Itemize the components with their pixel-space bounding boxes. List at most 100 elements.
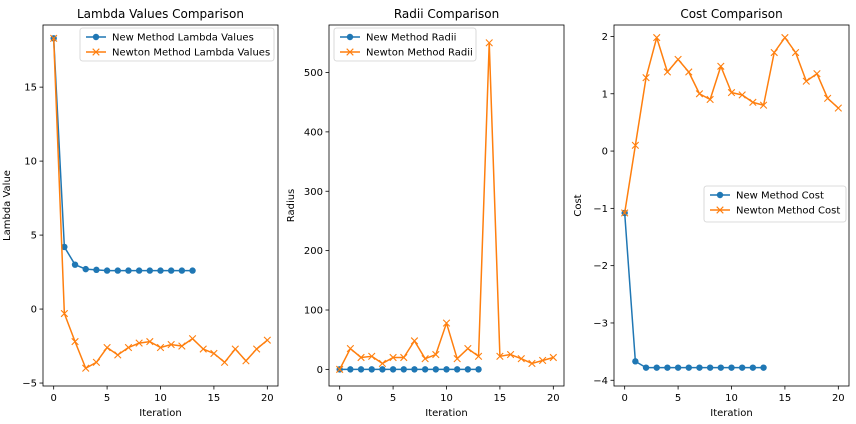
x-tick-label: 5 (390, 393, 396, 404)
data-point-new-method-radii (379, 366, 386, 373)
x-axis-label: Iteration (425, 408, 467, 419)
legend-label-newton-method-lambda-values: Newton Method Lambda Values (112, 48, 270, 59)
plot-area-frame (42, 24, 279, 387)
data-point-newton-method-radii (432, 350, 440, 359)
data-point-newton-method-radii (549, 353, 558, 362)
data-point-new-method-cost (706, 364, 714, 371)
y-tick-label: 5 (31, 231, 37, 242)
data-point-new-method-radii (368, 366, 375, 373)
legend-label-newton-method-cost: Newton Method Cost (736, 206, 840, 217)
x-tick-label: 15 (208, 393, 221, 404)
data-point-new-method-cost (642, 364, 650, 371)
chart-title: Lambda Values Comparison (77, 7, 244, 21)
data-point-newton-method-cost (706, 95, 714, 104)
y-tick-label: −3 (593, 318, 608, 329)
data-point-new-method-radii (453, 366, 461, 373)
data-point-new-method-cost (717, 364, 725, 371)
series-line-newton-method-lambda-values (52, 37, 269, 369)
data-point-new-method-lambda-values (135, 267, 143, 274)
legend: New Method Radii Newton Method Radii (333, 27, 477, 62)
series-line-new-method-cost (623, 212, 765, 369)
legend-marker-newton-method-cost (716, 206, 724, 214)
data-point-newton-method-lambda-values (49, 34, 58, 43)
data-point-newton-method-radii (474, 352, 483, 361)
y-axis-label: Radius (286, 189, 297, 223)
legend-frame (333, 27, 477, 62)
y-tick-label: 500 (304, 68, 323, 79)
y-tick-label: 400 (304, 127, 323, 138)
data-point-newton-method-cost (749, 98, 757, 107)
y-tick-label: 0 (602, 147, 608, 158)
data-point-newton-method-cost (791, 48, 800, 57)
data-point-new-method-radii (400, 366, 407, 373)
data-point-new-method-cost (664, 364, 671, 371)
data-point-newton-method-lambda-values (231, 345, 239, 353)
x-tick-label: 0 (336, 393, 342, 404)
plot-area-frame (328, 24, 565, 387)
data-point-newton-method-cost (663, 68, 672, 76)
data-point-newton-method-radii (357, 353, 365, 362)
data-point-newton-method-cost (642, 74, 650, 82)
legend-marker-new-method-radii (346, 33, 354, 41)
data-point-new-method-radii (443, 366, 450, 373)
data-point-newton-method-lambda-values (60, 309, 69, 318)
data-point-newton-method-cost (802, 77, 810, 85)
data-point-newton-method-radii (378, 359, 387, 368)
x-tick-label: 15 (779, 393, 792, 404)
data-point-new-method-cost (749, 364, 757, 371)
y-axis-label: Cost (573, 194, 584, 216)
data-point-new-method-cost (738, 364, 746, 371)
data-point-new-method-cost (696, 364, 703, 371)
data-point-new-method-cost (653, 364, 660, 371)
data-point-new-method-lambda-values (93, 266, 100, 274)
chart-title: Radii Comparison (394, 7, 499, 21)
series-line-newton-method-radii (338, 42, 555, 371)
data-point-newton-method-lambda-values (135, 339, 143, 347)
x-tick-label: 5 (104, 393, 110, 404)
data-point-new-method-radii (464, 366, 472, 373)
legend-label-newton-method-radii: Newton Method Radii (366, 48, 473, 59)
data-point-newton-method-lambda-values (114, 351, 122, 359)
data-point-newton-method-lambda-values (103, 343, 111, 352)
y-tick-label: 200 (304, 246, 323, 257)
y-tick-label: 2 (602, 32, 608, 43)
legend-label-new-method-radii: New Method Radii (366, 33, 456, 44)
data-point-newton-method-cost (653, 33, 661, 42)
data-point-newton-method-radii (464, 344, 472, 353)
data-point-new-method-radii (411, 366, 418, 373)
data-point-newton-method-radii (485, 39, 493, 47)
data-point-newton-method-lambda-values (178, 342, 186, 350)
data-point-new-method-radii (475, 366, 482, 373)
data-point-newton-method-cost (759, 101, 768, 109)
data-point-newton-method-lambda-values (156, 343, 165, 352)
x-tick-label: 15 (494, 393, 507, 404)
data-point-newton-method-radii (368, 352, 376, 361)
data-point-new-method-lambda-values (61, 243, 68, 251)
y-tick-label: 0 (317, 365, 323, 376)
data-point-newton-method-lambda-values (220, 358, 229, 367)
y-tick-label: 300 (304, 187, 323, 198)
legend: New Method Cost Newton Method Cost (703, 185, 847, 223)
data-point-new-method-radii (421, 366, 429, 373)
x-tick-label: 10 (154, 393, 167, 404)
y-tick-label: −4 (593, 376, 608, 387)
data-point-newton-method-radii (400, 353, 408, 362)
data-point-newton-method-lambda-values (124, 343, 133, 352)
data-point-new-method-lambda-values (157, 267, 164, 274)
y-tick-label: 100 (304, 306, 323, 317)
chart-title: Cost Comparison (680, 7, 782, 21)
data-point-newton-method-lambda-values (199, 345, 207, 353)
data-point-newton-method-radii (453, 354, 461, 363)
legend-label-new-method-lambda-values: New Method Lambda Values (112, 33, 254, 44)
data-point-new-method-cost (728, 364, 735, 371)
legend-frame (703, 185, 847, 223)
data-point-newton-method-radii (442, 319, 451, 327)
data-point-newton-method-cost (813, 70, 821, 78)
data-point-newton-method-radii (346, 344, 355, 353)
data-point-newton-method-lambda-values (263, 336, 272, 344)
data-point-newton-method-cost (770, 48, 778, 57)
y-tick-label: −1 (593, 204, 608, 215)
legend-label-new-method-cost: New Method Cost (736, 191, 824, 202)
data-point-newton-method-radii (496, 352, 504, 361)
data-point-newton-method-radii (421, 354, 429, 363)
